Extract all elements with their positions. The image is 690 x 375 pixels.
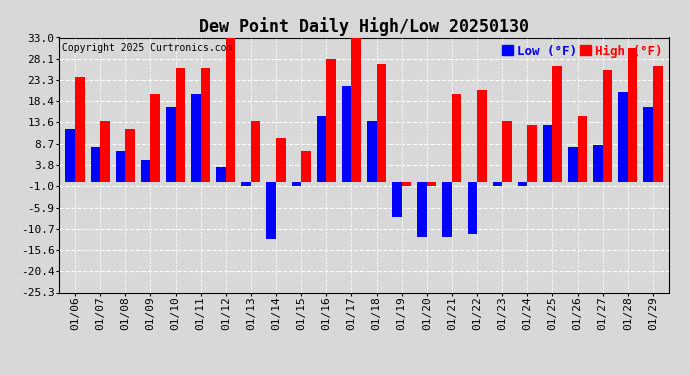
Bar: [442, 182, 452, 237]
Bar: [527, 125, 537, 182]
Bar: [452, 94, 462, 182]
Bar: [543, 125, 553, 182]
Bar: [226, 38, 235, 182]
Bar: [643, 108, 653, 182]
Bar: [116, 151, 126, 182]
Bar: [417, 182, 427, 237]
Title: Dew Point Daily High/Low 20250130: Dew Point Daily High/Low 20250130: [199, 17, 529, 36]
Bar: [66, 129, 75, 182]
Bar: [292, 182, 301, 186]
Bar: [301, 151, 310, 182]
Bar: [216, 166, 226, 182]
Bar: [468, 182, 477, 234]
Bar: [653, 66, 662, 182]
Bar: [578, 116, 587, 182]
Legend: Low (°F), High (°F): Low (°F), High (°F): [502, 45, 662, 57]
Bar: [175, 68, 185, 182]
Bar: [602, 70, 612, 182]
Bar: [100, 121, 110, 182]
Bar: [427, 182, 436, 186]
Bar: [518, 182, 527, 186]
Bar: [166, 108, 175, 182]
Bar: [326, 59, 336, 182]
Bar: [628, 48, 638, 182]
Bar: [618, 92, 628, 182]
Bar: [342, 86, 351, 182]
Bar: [502, 121, 512, 182]
Text: Copyright 2025 Curtronics.com: Copyright 2025 Curtronics.com: [61, 43, 232, 52]
Bar: [402, 182, 411, 186]
Bar: [367, 121, 377, 182]
Bar: [201, 68, 210, 182]
Bar: [75, 77, 85, 182]
Bar: [593, 145, 602, 182]
Bar: [568, 147, 578, 182]
Bar: [126, 129, 135, 182]
Bar: [553, 66, 562, 182]
Bar: [377, 64, 386, 182]
Bar: [241, 182, 251, 186]
Bar: [90, 147, 100, 182]
Bar: [251, 121, 260, 182]
Bar: [150, 94, 160, 182]
Bar: [191, 94, 201, 182]
Bar: [392, 182, 402, 217]
Bar: [266, 182, 276, 239]
Bar: [477, 90, 486, 182]
Bar: [317, 116, 326, 182]
Bar: [351, 38, 361, 182]
Bar: [141, 160, 150, 182]
Bar: [276, 138, 286, 182]
Bar: [493, 182, 502, 186]
